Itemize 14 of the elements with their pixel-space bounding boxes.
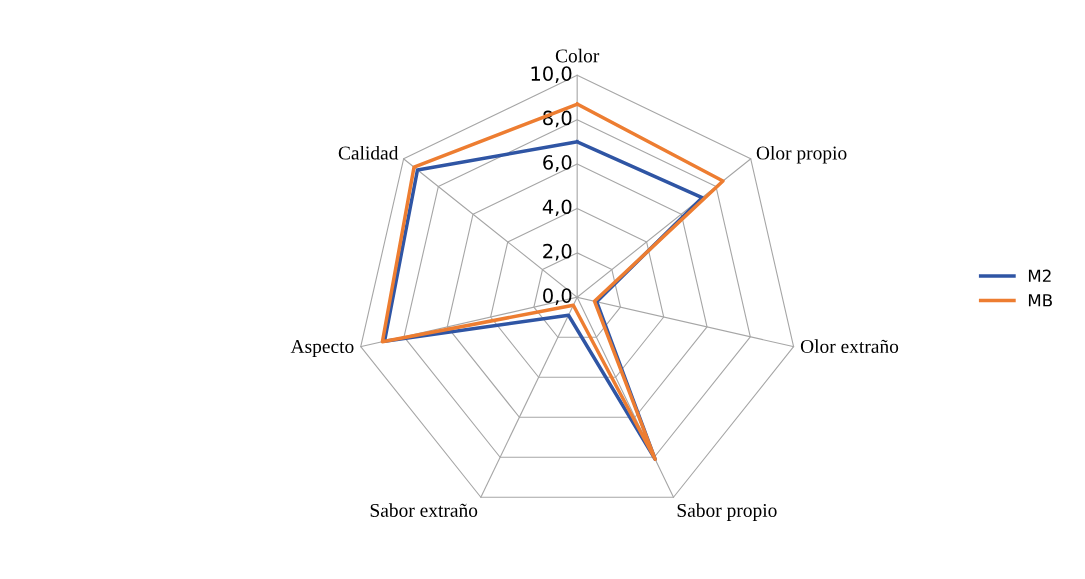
legend-label: M2 — [1028, 269, 1051, 282]
y-tick-label: 4,0 — [542, 199, 572, 217]
y-tick-label: 2,0 — [543, 243, 572, 261]
spoke-label: Olor extraño — [800, 339, 899, 354]
y-tick-label: 0,0 — [543, 288, 572, 305]
spoke-label: Calidad — [338, 145, 399, 160]
y-tick-label: 10,0 — [531, 66, 572, 83]
spoke-label: Color — [555, 48, 600, 63]
spoke-label: Olor propio — [756, 145, 847, 164]
legend-label: MB — [1028, 294, 1052, 307]
y-tick-label: 6,0 — [543, 155, 572, 172]
spoke-label: Sabor propio — [677, 503, 777, 521]
spoke-label: Aspecto — [290, 339, 354, 357]
spoke-label: Sabor extraño — [370, 503, 478, 517]
